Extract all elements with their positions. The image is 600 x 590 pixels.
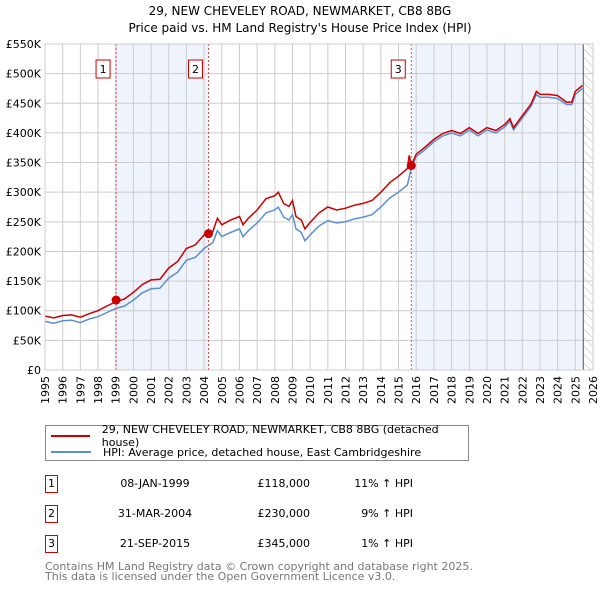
x-tick-label: 2013 [357,376,370,404]
sale-point-3 [406,161,416,171]
sale-hpi-diff: 11% ↑ HPI [354,477,413,490]
x-tick-label: 1996 [57,376,70,404]
y-tick-label: £200K [6,245,42,258]
sale-number: 2 [45,505,58,523]
x-tick-label: 1998 [92,376,105,404]
legend-label-property: 29, NEW CHEVELEY ROAD, NEWMARKET, CB8 8B… [101,423,439,449]
sale-label-box-3 [390,59,406,79]
sale-number: 3 [45,535,58,553]
sale-price: £345,000 [257,537,311,550]
sale-date: 31-MAR-2004 [117,507,193,520]
sale-label-1: 1 [100,63,107,76]
x-tick-label: 2004 [198,376,211,404]
legend-swatch-property [51,435,90,437]
chart-title: 29, NEW CHEVELEY ROAD, NEWMARKET, CB8 8B… [149,4,452,18]
x-tick-label: 2002 [163,376,176,404]
y-tick-label: £0 [27,364,41,377]
x-tick-label: 2023 [534,376,547,404]
legend-item-property: 29, NEW CHEVELEY ROAD, NEWMARKET, CB8 8B… [46,423,468,449]
sale-row-3: 3 21-SEP-2015 £345,000 1% ↑ HPI [45,535,445,555]
sale-point-2 [204,229,214,239]
sale-hpi-diff: 1% ↑ HPI [361,537,413,550]
sale-label-2: 2 [192,63,199,76]
legend-item-hpi: HPI: Average price, detached house, East… [46,444,421,460]
y-tick-label: £100K [6,305,42,318]
sale-price: £230,000 [257,507,311,520]
sale-date: 08-JAN-1999 [120,477,190,490]
series-line-property [44,84,583,319]
y-tick-label: £550K [6,38,42,51]
x-tick-label: 2003 [180,376,193,404]
x-tick-label: 2015 [393,376,406,404]
y-tick-label: £50K [13,334,42,347]
x-tick-label: 1999 [110,376,123,404]
y-tick-label: £450K [6,97,42,110]
x-tick-label: 2001 [145,376,158,404]
y-tick-label: £400K [6,127,42,140]
x-tick-label: 2009 [286,376,299,404]
x-tick-label: 2000 [127,376,140,404]
y-tick-label: £350K [6,157,42,170]
chart-subtitle: Price paid vs. HM Land Registry's House … [128,21,471,35]
y-tick-label: £300K [6,186,42,199]
legend: 29, NEW CHEVELEY ROAD, NEWMARKET, CB8 8B… [45,423,469,461]
legend-swatch-hpi [51,451,91,453]
sale-label-box-1 [95,59,111,79]
y-tick-label: £250K [6,216,42,229]
x-tick-label: 2024 [552,376,565,404]
footer-licence: This data is licensed under the Open Gov… [45,570,396,583]
sale-price: £118,000 [257,477,311,490]
forecast-hatch [583,44,593,370]
series-line-hpi [44,87,583,324]
x-tick-label: 2010 [304,376,317,404]
sale-hpi-diff: 9% ↑ HPI [361,507,413,520]
x-tick-label: 2008 [269,376,282,404]
x-tick-label: 2018 [446,376,459,404]
sale-row-2: 2 31-MAR-2004 £230,000 9% ↑ HPI [45,505,445,525]
x-tick-label: 1995 [39,376,52,404]
legend-label-hpi: HPI: Average price, detached house, East… [103,445,422,459]
x-tick-label: 2026 [587,376,600,404]
sale-row-1: 1 08-JAN-1999 £118,000 11% ↑ HPI [45,475,445,495]
sale-label-3: 3 [395,63,402,76]
y-tick-label: £150K [6,275,42,288]
plot-frame [44,43,594,371]
sale-date: 21-SEP-2015 [119,537,191,550]
x-tick-label: 2020 [481,376,494,404]
sale-label-box-2 [188,59,204,79]
x-tick-label: 2022 [516,376,529,404]
x-tick-label: 2016 [410,376,423,404]
sale-point-1 [111,295,121,305]
x-tick-label: 2025 [569,376,582,404]
x-tick-label: 2017 [428,376,441,404]
sale-number: 1 [45,475,58,493]
x-tick-label: 1997 [74,376,87,404]
x-tick-label: 2019 [463,376,476,404]
shaded-period-1 [116,44,209,370]
x-tick-label: 2012 [340,376,353,404]
x-tick-label: 2007 [251,376,264,404]
price-chart: 29, NEW CHEVELEY ROAD, NEWMARKET, CB8 8B… [6,4,600,404]
x-tick-label: 2011 [322,376,335,404]
footer-copyright: Contains HM Land Registry data © Crown c… [45,560,473,573]
y-tick-label: £500K [6,68,42,81]
x-tick-label: 2014 [375,376,388,404]
x-tick-label: 2005 [216,376,229,404]
x-tick-label: 2021 [499,376,512,404]
x-tick-label: 2006 [233,376,246,404]
